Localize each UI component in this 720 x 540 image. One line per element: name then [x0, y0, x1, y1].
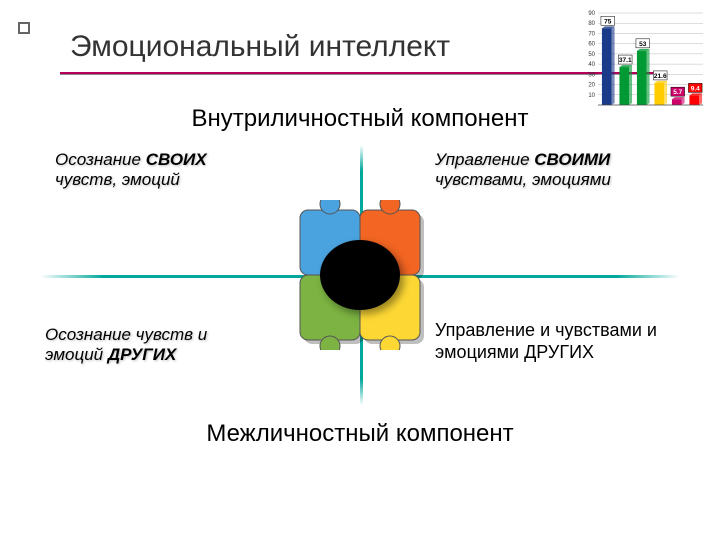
svg-text:40: 40 [588, 62, 595, 68]
bl-text2a: эмоций [45, 345, 108, 364]
svg-text:75: 75 [604, 18, 612, 25]
br-text2: эмоциями ДРУГИХ [435, 342, 594, 362]
tl-bold: СВОИХ [146, 150, 207, 169]
tr-text1: Управление [435, 150, 534, 169]
mini-bar-chart: 10 20 30 40 50 60 70 80 90 75 37.1 53 21.6 5.7 9.4 [580, 8, 705, 113]
tr-bold: СВОИМИ [534, 150, 610, 169]
br-text1: Управление и чувствами и [435, 320, 657, 340]
svg-text:37.1: 37.1 [619, 57, 632, 64]
title-underline [60, 72, 660, 75]
svg-text:50: 50 [588, 52, 595, 58]
center-oval [320, 240, 400, 310]
bl-bold: ДРУГИХ [108, 345, 176, 364]
quadrant-bottom-right: Управление и чувствами и эмоциями ДРУГИХ [435, 320, 665, 363]
svg-text:9.4: 9.4 [691, 85, 700, 92]
tl-text2: чувств, эмоций [55, 170, 180, 189]
quadrant-bottom-left: Осознание чувств и эмоций ДРУГИХ [45, 325, 275, 366]
svg-text:21.6: 21.6 [654, 73, 667, 80]
tr-text2: чувствами, эмоциями [435, 170, 611, 189]
svg-text:20: 20 [588, 83, 595, 89]
svg-text:70: 70 [588, 31, 595, 37]
svg-text:60: 60 [588, 42, 595, 48]
bullet-marker [18, 22, 30, 34]
svg-text:10: 10 [588, 93, 595, 99]
svg-text:90: 90 [588, 11, 595, 17]
quadrant-top-left: Осознание СВОИХ чувств, эмоций [55, 150, 285, 191]
tl-text1: Осознание [55, 150, 146, 169]
bl-text1: Осознание чувств и [45, 325, 207, 344]
svg-text:30: 30 [588, 72, 595, 78]
svg-text:80: 80 [588, 21, 595, 27]
quadrant-diagram: Осознание СВОИХ чувств, эмоций Управлени… [40, 145, 680, 405]
svg-text:53: 53 [639, 41, 647, 48]
svg-text:5.7: 5.7 [673, 89, 682, 96]
quadrant-top-right: Управление СВОИМИ чувствами, эмоциями [435, 150, 665, 191]
bottom-component-label: Межличностный компонент [40, 420, 680, 448]
